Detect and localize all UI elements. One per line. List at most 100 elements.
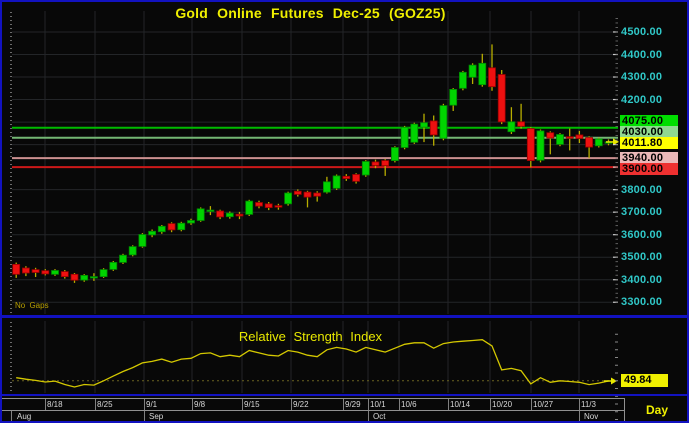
price-axis-label: 4200.00 <box>621 94 663 106</box>
no-gaps-annotation: No Gaps <box>15 301 49 310</box>
week-label[interactable]: 9/1 <box>146 400 158 409</box>
week-tick <box>399 399 400 410</box>
candle-body <box>264 203 273 209</box>
candle-body <box>235 213 244 217</box>
candle-body <box>187 220 195 224</box>
candle-body <box>70 273 79 281</box>
candle-body <box>526 128 535 161</box>
month-separator <box>368 411 369 421</box>
price-highlight-label: 3940.00 <box>620 152 678 164</box>
candle-body <box>575 134 584 139</box>
week-label[interactable]: 9/22 <box>293 400 309 409</box>
candle-body <box>449 89 458 106</box>
candle-body <box>497 74 506 123</box>
candle-body <box>293 190 302 195</box>
week-label[interactable]: 10/14 <box>450 400 471 409</box>
candle-body <box>439 105 448 139</box>
price-axis-label: 3800.00 <box>621 184 663 196</box>
price-highlight-label: 3900.00 <box>620 163 678 175</box>
candle-body <box>51 270 59 275</box>
week-tick <box>242 399 243 410</box>
week-label[interactable]: 8/25 <box>97 400 113 409</box>
candle-body <box>565 136 574 139</box>
week-tick <box>45 399 46 410</box>
candle-body <box>420 122 428 128</box>
candle-body <box>556 134 564 145</box>
rsi-title: Relative Strength Index <box>238 329 383 344</box>
candle-body <box>148 230 157 236</box>
week-tick <box>291 399 292 410</box>
month-label[interactable]: Aug <box>17 412 32 421</box>
candle-body <box>313 192 322 197</box>
candle-body <box>99 269 108 278</box>
week-label[interactable]: 11/3 <box>581 400 596 409</box>
candle-body <box>381 160 390 167</box>
week-label[interactable]: 9/29 <box>345 400 361 409</box>
candle-body <box>109 261 118 270</box>
candle-body <box>21 267 30 274</box>
axis-line <box>2 398 624 399</box>
candle-body <box>284 192 293 205</box>
candle-body <box>361 161 370 176</box>
month-label[interactable]: Nov <box>584 412 599 421</box>
candle-body <box>206 209 215 212</box>
month-separator <box>144 411 145 421</box>
candle-body <box>536 130 545 161</box>
candle-body <box>458 71 467 89</box>
price-highlight-label: 4030.00 <box>620 126 678 138</box>
timeframe-label[interactable]: Day <box>645 403 668 417</box>
candle-body <box>80 274 89 281</box>
week-label[interactable]: 10/20 <box>492 400 513 409</box>
week-label[interactable]: 9/15 <box>244 400 260 409</box>
candle-body <box>322 181 331 193</box>
month-label[interactable]: Oct <box>373 412 386 421</box>
candle-body <box>371 161 380 166</box>
week-label[interactable]: 9/8 <box>194 400 206 409</box>
candle-body <box>157 225 166 233</box>
candle-body <box>245 200 254 215</box>
week-tick <box>531 399 532 410</box>
week-label[interactable]: 10/27 <box>533 400 554 409</box>
month-label[interactable]: Sep <box>149 412 164 421</box>
candle-body <box>225 212 234 218</box>
week-tick <box>490 399 491 410</box>
price-axis-label: 3400.00 <box>621 274 663 286</box>
candle-body <box>90 276 98 279</box>
price-axis-label: 3500.00 <box>621 251 663 263</box>
price-highlight-label: 4011.80 <box>620 137 678 149</box>
candle-body <box>128 246 137 256</box>
candle-body <box>507 121 516 133</box>
pane-separator <box>2 315 687 318</box>
candle-body <box>517 121 525 127</box>
candle-body <box>167 223 176 231</box>
week-tick <box>368 399 369 410</box>
price-highlight-label: 4075.00 <box>620 115 678 127</box>
candle-body <box>478 62 487 86</box>
week-tick <box>343 399 344 410</box>
month-separator <box>11 411 12 421</box>
week-label[interactable]: 8/18 <box>47 400 63 409</box>
candle-body <box>303 191 312 198</box>
price-axis-label: 4400.00 <box>621 49 663 61</box>
candle-body <box>400 126 409 148</box>
candle-body <box>594 138 603 147</box>
week-label[interactable]: 10/1 <box>370 400 386 409</box>
price-axis-label: 4500.00 <box>621 26 663 38</box>
price-axis-label: 3700.00 <box>621 206 663 218</box>
rsi-line <box>16 339 609 388</box>
candle-body <box>31 269 40 273</box>
price-axis-label: 4300.00 <box>621 71 663 83</box>
week-label[interactable]: 10/6 <box>401 400 417 409</box>
current-price-arrow <box>613 138 619 146</box>
candle-body <box>390 147 399 162</box>
candle-body <box>41 270 50 275</box>
candle-body <box>255 202 263 207</box>
pane-separator <box>2 394 687 396</box>
month-separator <box>579 411 580 421</box>
candle-body <box>119 254 127 263</box>
candle-body <box>352 174 361 182</box>
axis-line <box>624 398 625 421</box>
candle-body <box>274 205 283 208</box>
